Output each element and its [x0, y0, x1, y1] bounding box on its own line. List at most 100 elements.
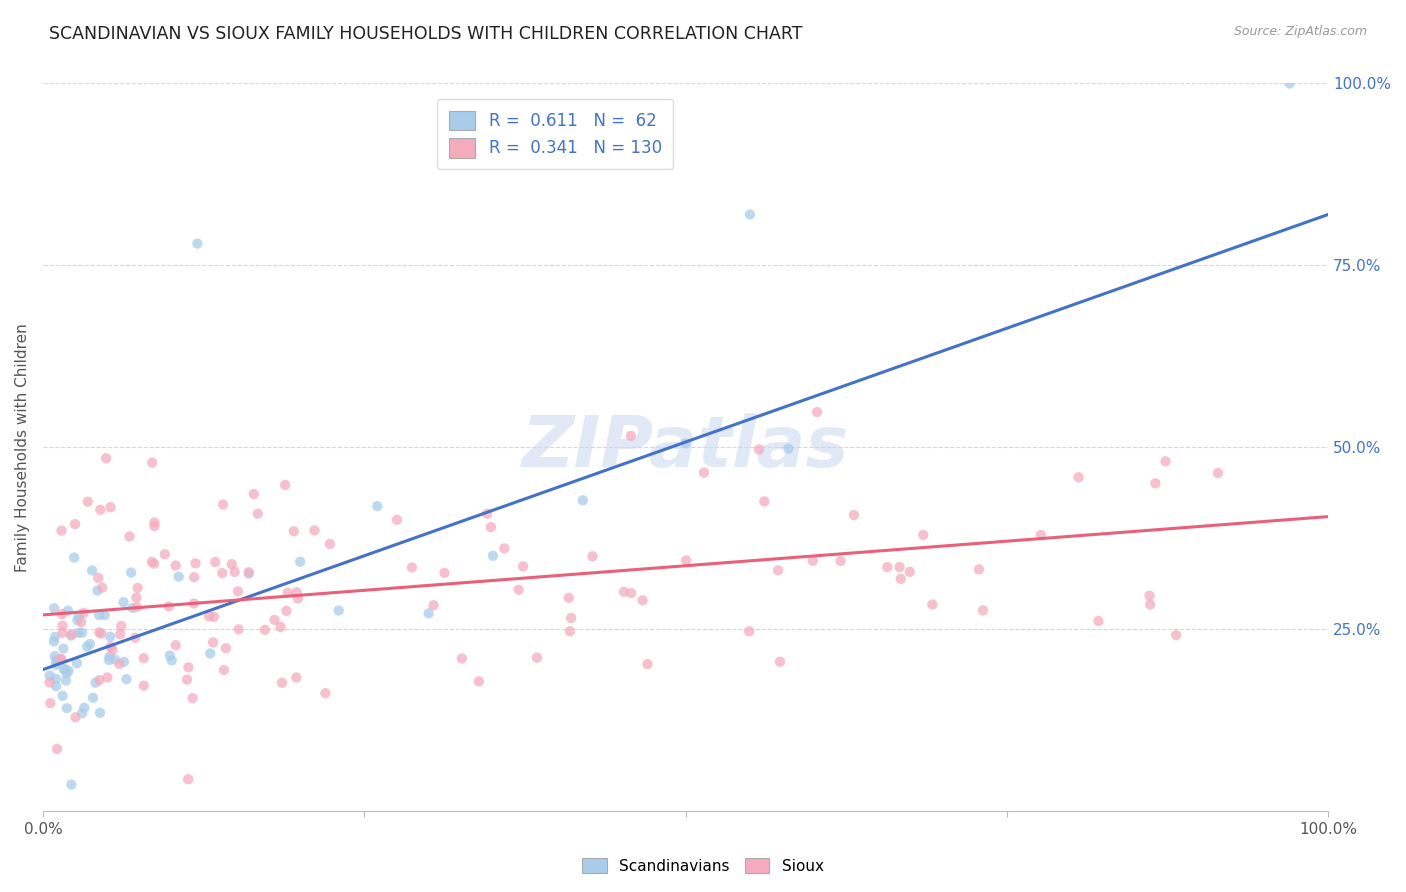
Point: [801, 554, 824, 568]
Point: [141, 456, 163, 470]
Point: [967, 562, 990, 576]
Point: [118, 529, 141, 543]
Point: [270, 620, 292, 634]
Point: [287, 591, 309, 606]
Point: [675, 553, 697, 567]
Point: [1067, 470, 1090, 484]
Point: [637, 657, 659, 672]
Point: [1164, 628, 1187, 642]
Point: [86, 583, 108, 598]
Point: [766, 563, 789, 577]
Point: [186, 236, 208, 251]
Point: [160, 653, 183, 667]
Point: [1154, 454, 1177, 468]
Point: [620, 429, 643, 443]
Point: [1206, 466, 1229, 480]
Point: [125, 591, 148, 605]
Point: [631, 593, 654, 607]
Point: [55, 662, 77, 676]
Point: [90, 626, 112, 640]
Point: [221, 557, 243, 571]
Point: [82, 563, 104, 577]
Point: [100, 640, 122, 654]
Point: [159, 648, 181, 663]
Point: [89, 706, 111, 720]
Point: [921, 598, 943, 612]
Point: [65, 710, 87, 724]
Point: [51, 524, 73, 538]
Point: [560, 611, 582, 625]
Point: [120, 566, 142, 580]
Point: [558, 591, 581, 605]
Point: [52, 625, 75, 640]
Point: [263, 613, 285, 627]
Point: [67, 625, 90, 640]
Point: [613, 584, 636, 599]
Point: [89, 502, 111, 516]
Point: [693, 466, 716, 480]
Point: [304, 524, 326, 538]
Point: [45, 672, 67, 686]
Point: [418, 607, 440, 621]
Point: [66, 657, 89, 671]
Point: [38, 668, 60, 682]
Legend: Scandinavians, Sioux: Scandinavians, Sioux: [576, 852, 830, 880]
Point: [141, 555, 163, 569]
Point: [56, 701, 79, 715]
Legend: R =  0.611   N =  62, R =  0.341   N = 130: R = 0.611 N = 62, R = 0.341 N = 130: [437, 99, 673, 169]
Point: [115, 672, 138, 686]
Point: [1139, 598, 1161, 612]
Point: [58, 664, 80, 678]
Text: ZIPatlas: ZIPatlas: [522, 413, 849, 482]
Point: [748, 442, 770, 457]
Point: [468, 674, 491, 689]
Point: [132, 651, 155, 665]
Point: [89, 673, 111, 687]
Point: [177, 772, 200, 787]
Point: [44, 601, 66, 615]
Point: [52, 641, 75, 656]
Point: [475, 507, 498, 521]
Y-axis label: Family Households with Children: Family Households with Children: [15, 323, 30, 572]
Point: [70, 625, 93, 640]
Point: [806, 405, 828, 419]
Point: [42, 634, 65, 648]
Point: [202, 609, 225, 624]
Point: [494, 541, 516, 556]
Point: [253, 623, 276, 637]
Point: [972, 603, 994, 617]
Point: [112, 655, 135, 669]
Point: [238, 566, 260, 581]
Point: [72, 606, 94, 620]
Point: [328, 603, 350, 617]
Point: [98, 649, 121, 664]
Point: [176, 673, 198, 687]
Point: [110, 619, 132, 633]
Point: [581, 549, 603, 564]
Point: [84, 675, 107, 690]
Point: [76, 494, 98, 508]
Point: [512, 559, 534, 574]
Text: Source: ZipAtlas.com: Source: ZipAtlas.com: [1233, 25, 1367, 38]
Point: [215, 641, 238, 656]
Point: [422, 599, 444, 613]
Point: [401, 560, 423, 574]
Point: [60, 778, 83, 792]
Point: [228, 623, 250, 637]
Point: [290, 555, 312, 569]
Point: [98, 630, 121, 644]
Point: [276, 604, 298, 618]
Point: [558, 624, 581, 639]
Point: [76, 640, 98, 654]
Point: [55, 673, 77, 688]
Point: [769, 655, 792, 669]
Point: [181, 691, 204, 706]
Point: [738, 207, 761, 221]
Point: [754, 494, 776, 508]
Point: [200, 647, 222, 661]
Point: [121, 601, 143, 615]
Point: [87, 607, 110, 622]
Point: [97, 653, 120, 667]
Point: [101, 643, 124, 657]
Point: [87, 571, 110, 585]
